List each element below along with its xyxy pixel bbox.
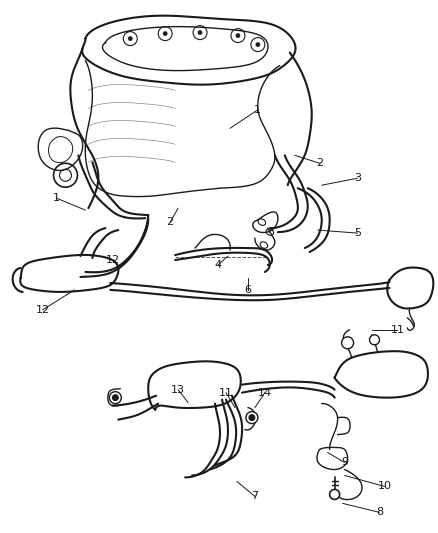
Text: 11: 11 [390,325,404,335]
Circle shape [330,489,339,499]
Circle shape [256,43,260,46]
Text: 1: 1 [253,106,260,116]
Circle shape [246,411,258,424]
Circle shape [198,30,202,35]
Text: 9: 9 [341,457,348,467]
Circle shape [163,31,167,36]
Circle shape [128,37,132,41]
Text: 11: 11 [219,387,233,398]
Text: 10: 10 [378,481,392,491]
Circle shape [342,337,353,349]
Circle shape [110,392,121,403]
Text: 5: 5 [354,228,361,238]
Text: 3: 3 [354,173,361,183]
Text: 2: 2 [166,217,174,227]
Circle shape [112,394,118,401]
Circle shape [370,335,379,345]
Text: 12: 12 [35,305,49,315]
Circle shape [236,34,240,38]
Circle shape [249,415,255,421]
Text: 14: 14 [258,387,272,398]
Text: 7: 7 [251,491,258,502]
Text: 12: 12 [106,255,120,265]
Text: 4: 4 [215,260,222,270]
Text: 8: 8 [376,507,383,518]
Text: 13: 13 [171,385,185,394]
Text: 1: 1 [53,193,60,203]
Text: 2: 2 [316,158,323,168]
Text: 6: 6 [244,285,251,295]
